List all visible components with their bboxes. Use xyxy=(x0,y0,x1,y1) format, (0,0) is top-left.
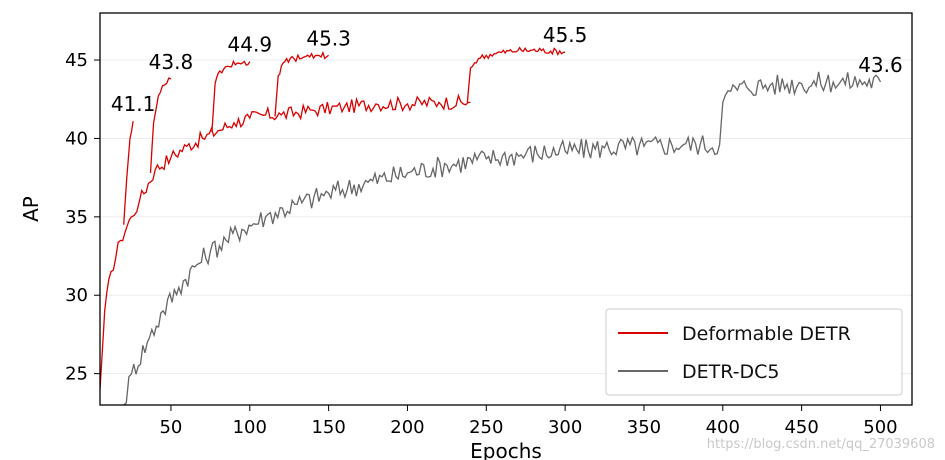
x-tick-label-450: 450 xyxy=(784,417,818,438)
plot-frame xyxy=(99,12,913,406)
series-branch-deformable-detr-4 xyxy=(466,46,566,103)
series-line-deformable-detr xyxy=(100,93,471,390)
annotation-1: 43.8 xyxy=(149,50,194,74)
legend-label-detr-dc5: DETR-DC5 xyxy=(682,361,780,383)
x-tick-label-200: 200 xyxy=(390,417,424,438)
peak-annotations: 41.1 43.8 44.9 45.3 45.5 43.6 xyxy=(111,23,903,116)
watermark: https://blog.csdn.net/qq_27039608 xyxy=(706,437,935,452)
series-branch-deformable-detr-0 xyxy=(123,121,134,225)
annotation-3: 45.3 xyxy=(306,26,351,50)
y-tick-label-35: 35 xyxy=(65,207,88,228)
y-tick-label-30: 30 xyxy=(65,285,88,306)
x-tick-label-150: 150 xyxy=(311,417,345,438)
series-branch-deformable-detr-2 xyxy=(211,59,251,133)
annotation-5: 43.6 xyxy=(858,53,903,77)
series-lines xyxy=(100,46,882,405)
x-tick-label-350: 350 xyxy=(627,417,661,438)
x-tick-label-250: 250 xyxy=(469,417,503,438)
axis-ticks: 25 30 35 40 45 50 100 150 200 250 300 350 400 450 500 xyxy=(65,50,898,438)
x-tick-label-500: 500 xyxy=(863,417,897,438)
annotation-4: 45.5 xyxy=(543,23,588,47)
y-tick-label-45: 45 xyxy=(65,50,88,71)
y-tick-label-40: 40 xyxy=(65,128,88,149)
legend: Deformable DETR DETR-DC5 xyxy=(605,308,903,396)
y-axis-label: AP xyxy=(19,196,43,222)
legend-box xyxy=(605,308,903,396)
annotation-0: 41.1 xyxy=(111,92,156,116)
legend-label-deformable-detr: Deformable DETR xyxy=(682,323,851,345)
x-tick-label-400: 400 xyxy=(706,417,740,438)
y-tick-label-25: 25 xyxy=(65,364,88,385)
x-axis-label: Epochs xyxy=(470,439,542,460)
series-line-detr-dc5 xyxy=(123,71,882,405)
series-branch-deformable-detr-1 xyxy=(149,77,172,173)
annotation-2: 44.9 xyxy=(228,33,273,57)
x-tick-label-50: 50 xyxy=(159,417,182,438)
series-branch-deformable-detr-3 xyxy=(274,50,329,117)
x-tick-label-300: 300 xyxy=(548,417,582,438)
x-tick-label-100: 100 xyxy=(233,417,267,438)
